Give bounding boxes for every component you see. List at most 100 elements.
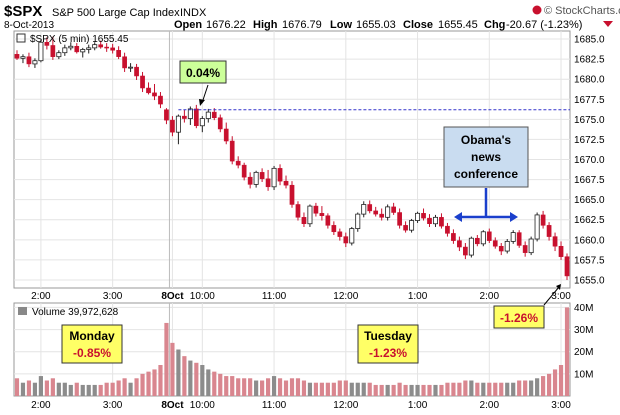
volume-bar — [337, 380, 342, 396]
high-value: 1676.79 — [282, 19, 322, 31]
monday-callout — [61, 324, 123, 364]
change-label: Chg — [484, 19, 505, 31]
volume-bar — [529, 380, 534, 396]
news-line-1: Obama's — [461, 133, 512, 147]
arrow-head-icon — [556, 284, 561, 290]
candle-body — [498, 245, 504, 252]
volume-bar — [391, 384, 396, 396]
low-label: Low — [330, 19, 352, 31]
callout-gain-label: 0.04% — [186, 66, 220, 80]
candle-body — [14, 54, 20, 59]
candle-body — [235, 160, 241, 166]
candle-body — [104, 46, 110, 49]
candle-body — [134, 66, 139, 77]
candle-body — [211, 111, 217, 118]
candle-body — [38, 41, 44, 62]
volume-bar — [415, 384, 420, 396]
volume-bar — [487, 382, 492, 396]
price-tick-label: 1655.0 — [574, 275, 605, 286]
volume-bar — [80, 384, 85, 396]
price-tick-label: 1675.0 — [574, 115, 605, 126]
candle-body — [319, 213, 325, 216]
close-callout-arrow — [543, 286, 560, 306]
candle-body — [175, 115, 181, 133]
candle-body — [80, 49, 86, 53]
candle-body — [116, 50, 121, 57]
volume-bar — [349, 382, 354, 396]
candle-body — [504, 241, 510, 252]
volume-bar — [152, 369, 157, 396]
candle-body — [182, 115, 187, 119]
x-tick-label: 10:00 — [190, 400, 215, 411]
candle-body — [331, 225, 337, 233]
volume-bar — [307, 382, 313, 396]
volume-bar — [128, 382, 133, 396]
candle-body — [259, 172, 265, 180]
volume-tick-label: 40M — [574, 303, 593, 314]
volume-bar — [546, 373, 552, 396]
monday-title: Monday — [69, 329, 115, 343]
candle-body — [122, 56, 127, 69]
candle-body — [128, 66, 134, 69]
index-name: S&P 500 Large Cap Index — [52, 7, 180, 19]
volume-bar — [92, 384, 97, 396]
volume-bar — [493, 382, 498, 396]
volume-bar — [98, 384, 103, 396]
volume-bar — [505, 382, 510, 396]
volume-bar — [457, 382, 462, 396]
x-tick-label: 3:00 — [103, 400, 123, 411]
x-tick-label: 1:00 — [408, 400, 428, 411]
price-tick-label: 1685.0 — [574, 35, 605, 46]
change-value: -20.67 (-1.23%) — [506, 19, 582, 31]
candle-body — [164, 109, 169, 121]
candle-body — [146, 87, 151, 94]
candle-body — [373, 210, 379, 215]
candlesticks — [14, 36, 570, 280]
volume-bar — [140, 373, 145, 396]
volume-bar — [86, 384, 91, 396]
volume-bar — [409, 384, 414, 396]
candle-body — [44, 41, 50, 46]
volume-bar — [182, 356, 187, 396]
candle-body — [421, 213, 426, 219]
candle-body — [468, 237, 474, 256]
tuesday-callout — [357, 324, 419, 364]
candle-body — [307, 205, 313, 225]
volume-bar — [116, 380, 121, 396]
open-label: Open — [174, 19, 202, 31]
candle-body — [367, 204, 373, 212]
candle-body — [86, 47, 92, 50]
candle-body — [564, 256, 570, 277]
volume-legend: Volume 39,972,628 — [18, 307, 119, 318]
candle-body — [194, 108, 199, 127]
volume-tick-label: 20M — [574, 347, 593, 358]
volume-bar — [541, 376, 546, 396]
price-tick-label: 1665.0 — [574, 195, 605, 206]
volume-bar — [265, 378, 271, 396]
candle-body — [253, 171, 259, 185]
volume-bar — [206, 369, 211, 396]
volume-bar — [517, 380, 522, 396]
x-tick-label: 12:00 — [333, 291, 358, 302]
symbol-label: $SPX — [4, 3, 42, 20]
volume-bar — [499, 382, 504, 396]
candle-body — [110, 47, 115, 51]
candle-body — [265, 178, 271, 188]
down-arrow-icon — [603, 21, 613, 27]
x-tick-label: 3:00 — [103, 291, 123, 302]
volume-bar — [242, 378, 247, 396]
volume-bar — [212, 371, 217, 396]
price-tick-label: 1670.0 — [574, 155, 605, 166]
volume-bar — [552, 369, 558, 396]
x-tick-label: 12:00 — [333, 400, 358, 411]
price-legend-label: $SPX (5 min) 1655.45 — [30, 34, 129, 45]
volume-bar — [463, 380, 468, 396]
candle-body — [510, 232, 516, 242]
volume-bar — [50, 378, 55, 396]
x-tick-label: 2:00 — [480, 400, 500, 411]
candle-body — [361, 204, 367, 215]
volume-bar — [224, 376, 229, 396]
x-tick-label: 11:00 — [262, 291, 287, 302]
volume-bar — [164, 322, 169, 396]
volume-bar — [218, 373, 223, 396]
